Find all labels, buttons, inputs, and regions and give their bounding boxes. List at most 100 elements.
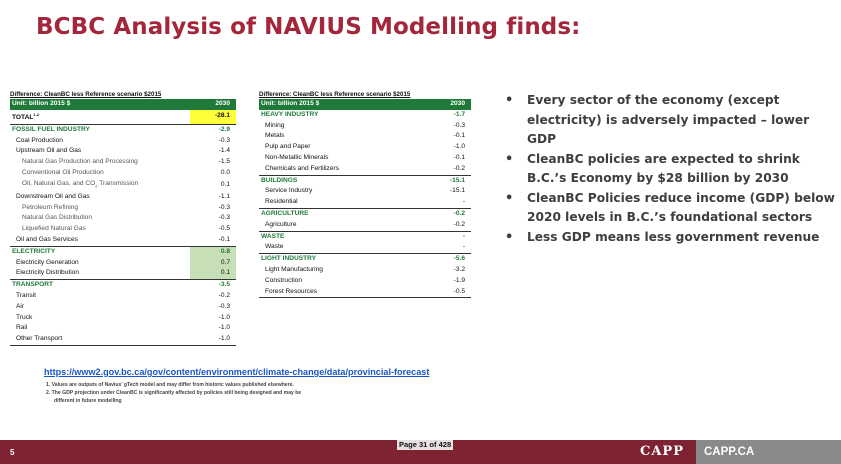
row-value: - (425, 242, 472, 255)
row-label: Downstream Oil and Gas (16, 192, 90, 200)
row-value: -2.9 (218, 125, 231, 133)
table-row: Electricity Distribution 0.1 (10, 268, 237, 281)
table-row: Upstream Oil and Gas -1.4 (10, 146, 236, 157)
row-value: - (425, 197, 472, 209)
table-row: Downstream Oil and Gas -1.1 (10, 192, 236, 203)
row-value: -1.5 (218, 158, 231, 166)
row-label: Truck (16, 313, 33, 321)
row-value: -1.4 (218, 147, 231, 155)
table-row: Transit -0.2 (10, 291, 236, 302)
table-caption-row: Difference: CleanBC less Reference scena… (10, 90, 236, 99)
footnote: 2. The GDP projection under CleanBC is s… (46, 390, 302, 396)
table-row: Forest Resources -0.5 (259, 286, 472, 299)
row-value: -0.3 (218, 136, 231, 144)
row-value: -0.3 (218, 302, 231, 310)
table-row: Service Industry -15.1 (259, 186, 471, 197)
brand-site-label: CAPP.CA (696, 440, 841, 464)
capp-logo: CAPP (640, 444, 684, 459)
row-value: -0.5 (218, 225, 231, 233)
row-value: -1.0 (190, 334, 237, 347)
row-value: 0.1 (220, 180, 231, 188)
row-label: Light Manufacturing (265, 265, 323, 273)
row-value: -1.0 (218, 313, 231, 321)
row-label: Transit (16, 292, 36, 300)
table-row: Construction -1.9 (259, 276, 471, 287)
row-label: Pulp and Paper (265, 143, 311, 151)
row-value: -15.1 (449, 176, 466, 184)
row-label: Conventional Oil Production (22, 168, 104, 176)
row-label: Electricity Distribution (10, 268, 190, 281)
row-label: Coal Production (16, 136, 63, 144)
row-value: -5.6 (453, 255, 466, 263)
table-row: Agriculture -0.2 (259, 219, 472, 232)
row-label: Metals (265, 132, 285, 140)
table-row: ELECTRICITY 0.8 (10, 246, 237, 258)
table-row: Metals -0.1 (259, 131, 471, 142)
row-label: TRANSPORT (12, 281, 54, 289)
table-row: WASTE - (259, 231, 471, 242)
table-row: Rail -1.0 (10, 323, 236, 334)
row-label: TOTAL1,2 (10, 109, 190, 125)
row-label: WASTE (261, 232, 285, 240)
source-link[interactable]: https://www2.gov.bc.ca/gov/content/envir… (44, 367, 430, 377)
row-label: Construction (265, 276, 303, 284)
row-label: LIGHT INDUSTRY (261, 255, 317, 263)
table-row: Truck -1.0 (10, 313, 236, 324)
row-label: FOSSIL FUEL INDUSTRY (12, 125, 90, 133)
row-value: -1.0 (218, 324, 231, 332)
row-value: -0.1 (190, 235, 237, 247)
table-caption-row: Difference: CleanBC less Reference scena… (259, 90, 471, 99)
row-value: -0.2 (218, 292, 231, 300)
header-unit: Unit: billion 2015 $ (10, 99, 190, 110)
row-label: Mining (265, 121, 285, 129)
page-indicator: Page 31 of 428 (397, 440, 454, 450)
row-value: -3.5 (218, 281, 231, 289)
table-row: Coal Production -0.3 (10, 136, 236, 147)
table-row: Residential - (259, 197, 472, 209)
left-gdp-table: Difference: CleanBC less Reference scena… (10, 90, 237, 347)
list-item: Less GDP means less government revenue (505, 228, 835, 248)
row-value: -0.3 (218, 203, 231, 211)
list-item: CleanBC policies are expected to shrink … (505, 150, 835, 189)
row-label: BUILDINGS (261, 176, 298, 184)
table-row: Pulp and Paper -1.0 (259, 142, 471, 153)
table-row: FOSSIL FUEL INDUSTRY -2.9 (10, 124, 236, 135)
table-row: LIGHT INDUSTRY -5.6 (259, 254, 471, 265)
footnotes: 1. Values are outputs of Navius’ gTech m… (46, 382, 426, 406)
table-row: Natural Gas Distribution -0.3 (10, 213, 236, 224)
table-row: Conventional Oil Production 0.0 (10, 168, 236, 179)
row-value: -0.1 (453, 153, 466, 161)
list-item: CleanBC Policies reduce income (GDP) bel… (505, 189, 835, 228)
row-value: 0.0 (220, 168, 231, 176)
table-row: Waste - (259, 242, 472, 255)
slide-title: BCBC Analysis of NAVIUS Modelling finds: (36, 14, 581, 40)
table-row: AGRICULTURE -0.2 (259, 208, 471, 219)
row-value: -15.1 (449, 187, 466, 195)
table-row: Oil, Natural Gas, and CO2 Transmission 0… (10, 179, 236, 192)
row-label: Liquefied Natural Gas (22, 225, 86, 233)
table-row: Chemicals and Fertilizers -0.2 (259, 163, 472, 176)
row-label: Oil, Natural Gas, and CO2 Transmission (22, 179, 139, 189)
row-value: -0.2 (453, 209, 466, 217)
table-row: Non-Metallic Minerals -0.1 (259, 153, 471, 164)
row-value: -0.2 (425, 219, 472, 232)
table-row: Oil and Gas Services -0.1 (10, 235, 237, 247)
row-label: Chemicals and Fertilizers (259, 163, 425, 176)
row-label: Waste (259, 242, 425, 255)
row-value: - (462, 232, 466, 240)
row-label: Residential (259, 197, 425, 209)
row-label: Forest Resources (259, 286, 425, 299)
table-row: BUILDINGS -15.1 (259, 175, 471, 186)
row-value: -0.1 (453, 132, 466, 140)
table-row: Natural Gas Production and Processing -1… (10, 157, 236, 168)
row-value: -1.9 (453, 276, 466, 284)
row-value: -28.1 (190, 109, 237, 125)
table-row: Electricity Generation 0.7 (10, 257, 237, 269)
row-label: Rail (16, 324, 28, 332)
row-label: Electricity Generation (16, 258, 79, 266)
row-label: Non-Metallic Minerals (265, 153, 329, 161)
row-label: Oil and Gas Services (10, 235, 190, 247)
table-row-total: TOTAL1,2 -28.1 (10, 109, 237, 125)
row-label: Natural Gas Production and Processing (22, 158, 138, 166)
table-row: Liquefied Natural Gas -0.5 (10, 224, 236, 235)
